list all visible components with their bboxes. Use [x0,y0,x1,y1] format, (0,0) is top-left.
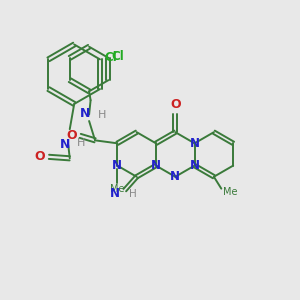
Text: N: N [190,159,200,172]
Text: O: O [67,129,77,142]
Text: Cl: Cl [104,51,117,64]
Text: H: H [129,189,137,199]
Text: N: N [59,137,70,151]
Text: Me: Me [223,187,237,196]
Text: Me: Me [110,184,124,194]
Text: O: O [170,98,181,111]
Text: H: H [98,110,106,119]
Text: N: N [80,106,91,119]
Text: N: N [151,159,161,172]
Text: O: O [34,150,45,163]
Text: N: N [112,159,122,172]
Text: H: H [76,137,85,148]
Text: N: N [190,137,200,150]
Text: N: N [110,187,119,200]
Text: Cl: Cl [111,50,124,63]
Text: N: N [170,170,180,183]
